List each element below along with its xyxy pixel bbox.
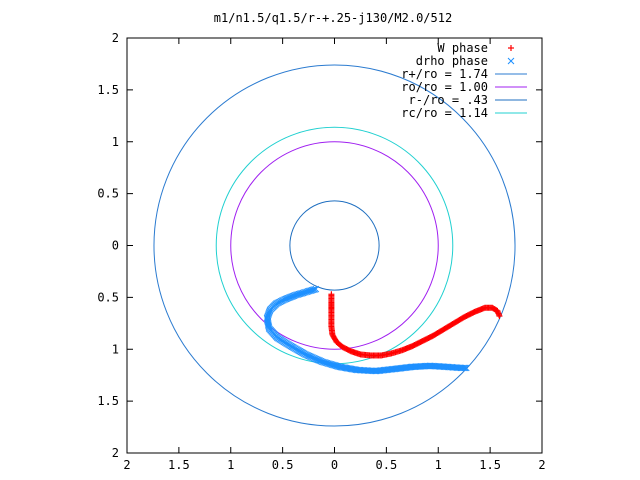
x-tick-label: 0.5: [376, 458, 398, 472]
drho-phase-point: [265, 308, 273, 316]
drho-phase-series: [263, 285, 470, 375]
drho-phase-point: [327, 360, 335, 368]
drho-phase-point: [265, 322, 272, 330]
drho-phase-point: [265, 311, 272, 318]
y-tick-label: 0: [112, 239, 119, 253]
chart-title: m1/n1.5/q1.5/r-+.25-j130/M2.0/512: [214, 11, 452, 25]
drho-phase-point: [263, 314, 271, 322]
drho-phase-point: [332, 362, 340, 370]
drho-phase-point: [460, 364, 468, 372]
drho-phase-point: [333, 362, 341, 370]
x-tick-label: 2: [123, 458, 130, 472]
drho-phase-point: [264, 319, 272, 327]
drho-phase-point: [266, 307, 274, 315]
legend-label: r-/ro = .43: [409, 93, 488, 107]
reference-circle: [153, 64, 516, 427]
legend-label: drho phase: [416, 54, 488, 68]
drho-phase-point: [319, 358, 327, 366]
reference-circle: [230, 141, 439, 350]
drho-phase-point: [265, 310, 273, 317]
drho-phase-point: [461, 364, 469, 372]
drho-phase-point: [265, 321, 272, 328]
x-tick-label: 2: [538, 458, 545, 472]
drho-phase-point: [263, 316, 271, 323]
x-tick-label: 1: [227, 458, 234, 472]
drho-phase-point: [321, 359, 328, 366]
drho-phase-point: [266, 306, 274, 314]
y-tick-label: 1: [112, 135, 119, 149]
x-tick-label: 0: [331, 458, 338, 472]
drho-phase-point: [328, 361, 336, 369]
legend-label: r+/ro = 1.74: [401, 67, 488, 81]
x-tick-label: 1.5: [168, 458, 190, 472]
legend-marker: [507, 57, 515, 65]
drho-phase-point: [323, 359, 331, 367]
axis-ticks: 2 1.5 1 0.5 0 0.5 1 1.5 221.510.500.511.52: [97, 31, 545, 472]
x-tick-label: 0.5: [272, 458, 294, 472]
drho-phase-point: [318, 358, 326, 366]
y-tick-label: 1.5: [97, 83, 119, 97]
w-phase-series: [328, 291, 503, 359]
drho-phase-point: [330, 361, 337, 369]
data-series: [263, 285, 503, 375]
reference-circle: [289, 200, 380, 291]
drho-phase-point: [462, 364, 470, 372]
legend-marker: [508, 45, 514, 51]
drho-phase-point: [335, 363, 342, 370]
drho-phase-point: [264, 317, 271, 325]
drho-phase-point: [264, 318, 272, 326]
drho-phase-point: [331, 362, 339, 369]
y-tick-label: 1.5: [97, 394, 119, 408]
x-tick-label: 1.5: [479, 458, 501, 472]
drho-phase-point: [326, 360, 333, 368]
y-tick-label: 2: [112, 31, 119, 45]
y-tick-label: 0.5: [97, 290, 119, 304]
drho-phase-point: [507, 57, 515, 65]
y-tick-label: 1: [112, 342, 119, 356]
drho-phase-point: [324, 360, 332, 367]
legend-label: ro/ro = 1.00: [401, 80, 488, 94]
legend-label: W phase: [437, 41, 488, 55]
x-tick-label: 1: [435, 458, 442, 472]
legend-label: rc/ro = 1.14: [401, 106, 488, 120]
drho-phase-point: [265, 323, 273, 331]
y-tick-label: 0.5: [97, 187, 119, 201]
y-tick-label: 2: [112, 446, 119, 460]
drho-phase-point: [322, 359, 330, 367]
